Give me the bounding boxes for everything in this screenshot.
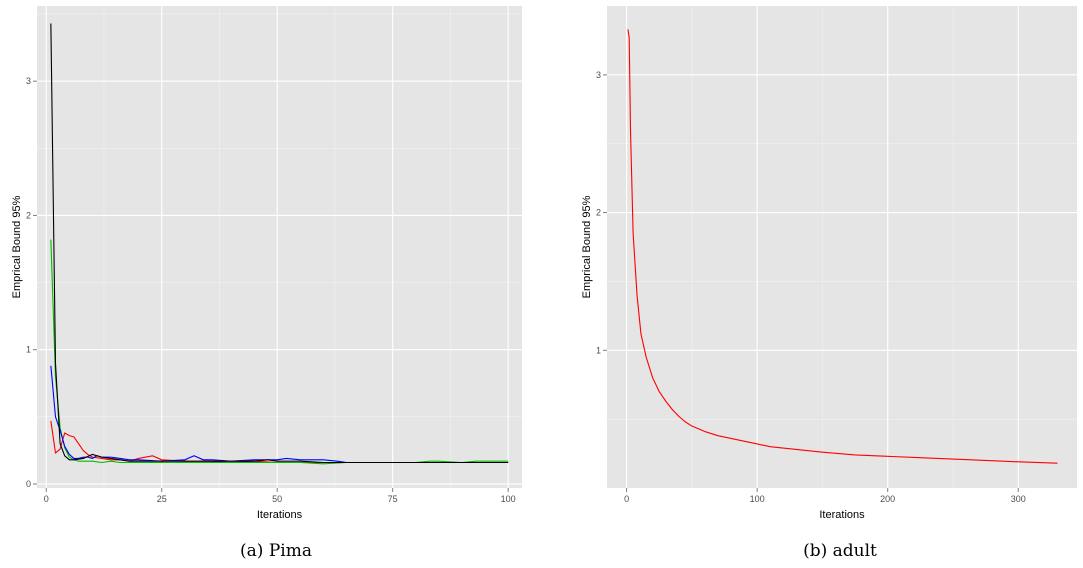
plot-background-adult: [607, 6, 1077, 488]
series-line-pima-3: [50, 23, 509, 464]
x-ticks-adult: 0 100 200 300: [624, 488, 1026, 504]
y-axis-label-adult: Emprical Bound 95%: [581, 195, 593, 298]
x-tick-label-adult-0: 0: [624, 494, 629, 504]
chart-adult: 0 100 200 300 1 2 3 Iterations Emprical Bound…: [581, 6, 1077, 561]
plot-background-pima: [37, 6, 522, 488]
x-ticks-pima: 0 25 50 75 100: [44, 488, 516, 504]
x-tick-label-pima-3: 75: [388, 494, 398, 504]
x-tick-label-adult-1: 100: [750, 494, 765, 504]
y-tick-label-pima-3: 3: [26, 76, 31, 86]
caption-pima: (a) Pima: [240, 541, 312, 561]
y-ticks-pima: 0 1 2 3: [26, 76, 37, 489]
y-tick-label-adult-0: 1: [596, 345, 601, 355]
major-grid-pima: [37, 6, 522, 488]
x-tick-label-pima-4: 100: [501, 494, 516, 504]
x-tick-label-pima-2: 50: [272, 494, 282, 504]
x-tick-label-pima-1: 25: [157, 494, 167, 504]
major-grid-adult: [607, 6, 1077, 488]
chart-pima: 0 25 50 75 100 0 1 2 3 Iterations Emprical Boun…: [11, 6, 522, 561]
caption-adult: (b) adult: [803, 541, 877, 561]
y-ticks-adult: 1 2 3: [596, 70, 607, 355]
y-tick-label-pima-2: 2: [26, 210, 31, 220]
series-line-adult-0: [627, 29, 1058, 464]
series-layer-adult: [627, 29, 1058, 464]
x-tick-label-adult-2: 200: [880, 494, 895, 504]
series-layer-pima: [50, 23, 509, 465]
y-tick-label-adult-2: 3: [596, 70, 601, 80]
x-tick-label-adult-3: 300: [1011, 494, 1026, 504]
minor-grid-pima: [37, 6, 522, 488]
y-tick-label-adult-1: 2: [596, 208, 601, 218]
y-axis-label-pima: Emprical Bound 95%: [11, 195, 23, 298]
x-axis-label-adult: Iterations: [819, 509, 865, 521]
y-tick-label-pima-1: 1: [26, 345, 31, 355]
x-tick-label-pima-0: 0: [44, 494, 49, 504]
minor-grid-adult: [607, 6, 1077, 488]
y-tick-label-pima-0: 0: [26, 479, 31, 489]
x-axis-label-pima: Iterations: [257, 509, 303, 521]
